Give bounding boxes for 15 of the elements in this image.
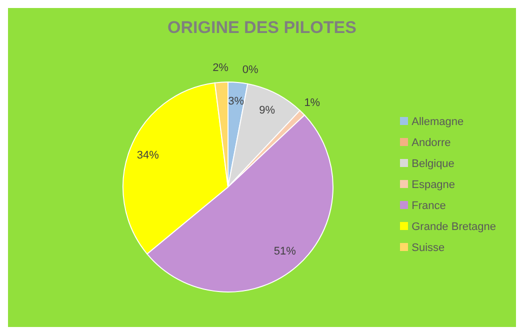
data-label: 2% bbox=[212, 62, 229, 74]
data-label: 9% bbox=[259, 104, 276, 116]
legend-label: Grande Bretagne bbox=[412, 221, 496, 233]
legend-label: France bbox=[412, 200, 446, 212]
data-label: 34% bbox=[136, 149, 160, 162]
data-label: 51% bbox=[274, 246, 296, 258]
legend-label: Allemagne bbox=[412, 116, 464, 128]
legend-label: Belgique bbox=[412, 158, 454, 170]
text: 0% bbox=[242, 64, 258, 76]
data-label: 1% bbox=[304, 96, 320, 109]
legend-label: Suisse bbox=[412, 242, 445, 254]
legend-label: Andorre bbox=[412, 137, 451, 149]
data-label: 3% bbox=[228, 95, 244, 108]
legend-label: Espagne bbox=[412, 179, 456, 191]
chart-title: ORIGINE DES PILOTES bbox=[166, 17, 358, 39]
